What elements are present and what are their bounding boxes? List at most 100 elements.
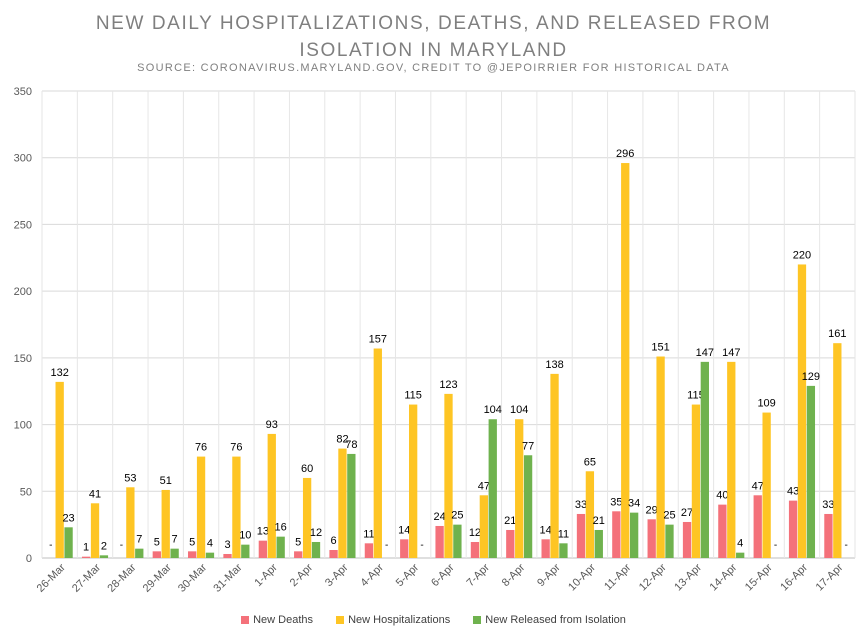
bar [99, 555, 109, 558]
bar [435, 525, 444, 558]
data-label: 138 [545, 359, 563, 371]
bar [55, 381, 64, 558]
missing-value-label: - [385, 540, 388, 551]
data-label: 78 [345, 439, 357, 451]
missing-value-label: - [120, 540, 123, 551]
data-label: 147 [696, 347, 714, 359]
y-tick-label: 150 [14, 353, 32, 365]
bar [700, 361, 709, 558]
bar [81, 556, 91, 558]
data-label: 40 [716, 490, 728, 502]
legend-item-released: New Released from Isolation [473, 614, 626, 626]
bar [188, 551, 197, 558]
data-label: 5 [189, 536, 195, 548]
bar [347, 453, 356, 558]
data-label: 147 [722, 347, 740, 359]
data-label: 4 [737, 538, 743, 550]
bar [311, 541, 321, 558]
legend-label-deaths: New Deaths [253, 614, 314, 626]
x-tick-label: 5-Apr [394, 561, 422, 589]
bar [223, 553, 232, 558]
data-label: 3 [224, 539, 230, 551]
x-tick-label: 17-Apr [814, 561, 846, 593]
data-label: 123 [439, 379, 457, 391]
bar [833, 343, 842, 558]
data-label: 220 [793, 249, 811, 261]
data-label: 11 [558, 528, 569, 540]
bar [691, 404, 701, 558]
bar [364, 543, 374, 558]
data-label: 25 [451, 510, 463, 522]
data-label: 47 [478, 480, 490, 492]
data-label: 1 [83, 542, 89, 554]
bar [665, 524, 674, 558]
data-label: 7 [136, 534, 142, 546]
bar [161, 489, 170, 558]
y-tick-label: 250 [14, 219, 32, 231]
data-label: 21 [593, 515, 605, 527]
y-tick-label: 0 [26, 553, 32, 565]
bar [338, 448, 347, 558]
data-label: 5 [154, 536, 160, 548]
x-tick-label: 15-Apr [743, 561, 775, 593]
data-label: 151 [651, 342, 669, 354]
data-label: 115 [687, 390, 705, 402]
data-label: 82 [336, 434, 348, 446]
bar [523, 455, 533, 558]
data-label: 10 [239, 530, 251, 542]
bar [576, 513, 586, 558]
bar [797, 264, 807, 558]
legend-label-hospitalizations: New Hospitalizations [348, 614, 451, 626]
bar [126, 487, 135, 558]
bar [453, 524, 462, 558]
data-label: 6 [330, 535, 336, 547]
data-label: 14 [540, 524, 552, 536]
x-tick-label: 10-Apr [566, 561, 598, 593]
legend-item-deaths: New Deaths [241, 614, 313, 626]
x-tick-label: 16-Apr [778, 561, 810, 593]
bar [409, 404, 418, 558]
data-label: 16 [275, 522, 287, 534]
legend: New Deaths New Hospitalizations New Rele… [0, 614, 867, 626]
data-label: 53 [124, 472, 136, 484]
data-label: 41 [89, 488, 101, 500]
data-label: 5 [295, 536, 301, 548]
x-tick-label: 12-Apr [637, 561, 669, 593]
data-label: 24 [433, 511, 445, 523]
data-label: 43 [787, 486, 799, 498]
bar [629, 512, 639, 558]
x-tick-label: 30-Mar [176, 561, 209, 594]
bar [400, 539, 409, 558]
data-label: 65 [584, 456, 596, 468]
bar [294, 551, 303, 558]
data-label: 296 [616, 148, 634, 160]
data-label: 157 [369, 334, 387, 346]
bar [488, 419, 497, 558]
bar [559, 543, 568, 558]
bar [506, 529, 515, 558]
bar [329, 549, 338, 558]
y-tick-label: 100 [14, 420, 32, 432]
x-tick-label: 2-Apr [288, 561, 316, 589]
x-tick-label: 14-Apr [708, 561, 740, 593]
bar [762, 412, 771, 558]
missing-value-label: - [420, 540, 423, 551]
bar [788, 500, 798, 558]
bar [621, 163, 630, 558]
data-label: 12 [469, 527, 481, 539]
data-label: 4 [207, 538, 213, 550]
x-tick-label: 6-Apr [429, 561, 457, 589]
bar [232, 456, 241, 558]
bar [241, 544, 250, 558]
data-label: 21 [504, 515, 516, 527]
data-label: 132 [50, 367, 68, 379]
x-tick-label: 11-Apr [602, 561, 633, 592]
data-label: 7 [172, 534, 178, 546]
bar [152, 551, 161, 558]
bar [90, 503, 100, 558]
bar [594, 529, 603, 558]
x-tick-label: 9-Apr [535, 561, 563, 589]
x-tick-label: 13-Apr [672, 561, 704, 593]
data-label: 109 [757, 398, 775, 410]
x-tick-label: 7-Apr [464, 561, 492, 589]
